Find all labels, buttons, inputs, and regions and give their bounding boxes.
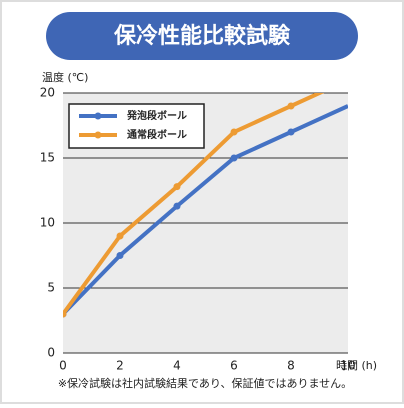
point xyxy=(230,128,238,136)
y-tick-label: 10 xyxy=(40,216,55,230)
chart-title: 保冷性能比較試験 xyxy=(113,23,291,49)
point xyxy=(173,183,181,191)
y-tick-label: 5 xyxy=(47,281,55,295)
point xyxy=(63,310,67,318)
x-tick-label: 0 xyxy=(59,359,67,373)
point xyxy=(116,252,124,259)
x-tick-label: 8 xyxy=(287,359,295,373)
y-tick-label: 20 xyxy=(40,86,55,100)
title-pill xyxy=(46,12,358,60)
legend-box xyxy=(68,103,205,149)
point xyxy=(230,154,238,162)
legend-label: 発泡段ボール xyxy=(126,109,187,122)
x-tick-label: 2 xyxy=(116,359,124,373)
note: ※保冷試験は社内試験結果であり、保証値ではありません。 xyxy=(58,376,352,390)
legend-marker xyxy=(94,131,102,139)
x-axis-label: 時間 (h) xyxy=(336,359,377,372)
x-tick-label: 10 xyxy=(340,359,355,373)
y-axis-label: 温度 (℃) xyxy=(42,70,88,84)
series-group xyxy=(63,93,348,318)
x-tick-label: 6 xyxy=(230,359,238,373)
point xyxy=(116,232,124,240)
line xyxy=(63,104,348,316)
point xyxy=(173,202,181,210)
y-tick-label: 0 xyxy=(47,346,55,360)
legend-label: 通常段ボール xyxy=(127,128,187,141)
y-tick-label: 15 xyxy=(40,151,55,165)
point xyxy=(287,102,295,110)
line xyxy=(63,93,325,316)
x-tick-label: 4 xyxy=(173,359,181,373)
point xyxy=(287,128,295,136)
legend-marker xyxy=(94,112,102,120)
